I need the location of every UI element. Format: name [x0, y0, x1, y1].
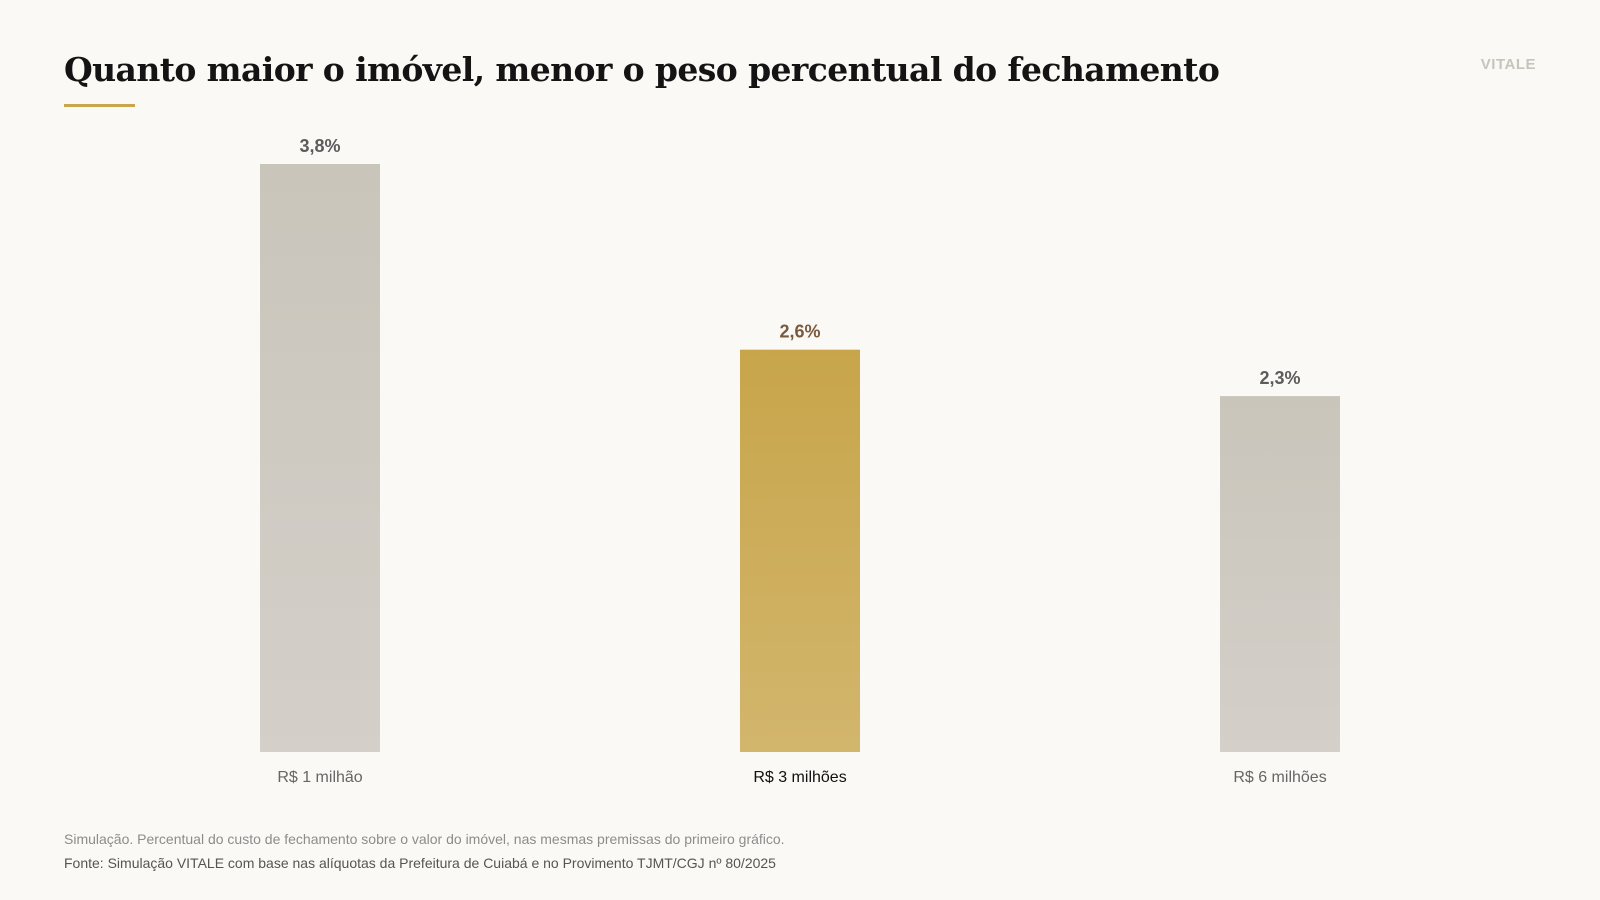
category-label: R$ 3 milhões — [753, 769, 846, 786]
bar-chart: 3,8% R$ 1 milhão 2,6% R$ 3 milhões 2,3% R$ 6 … — [260, 136, 1340, 786]
title-underline — [64, 104, 135, 107]
chart-note: Simulação. Percentual do custo de fecham… — [64, 831, 785, 847]
chart-title: Quanto maior o imóvel, menor o peso perc… — [64, 50, 1220, 89]
brand-logo: VITALE — [1480, 56, 1536, 73]
category-label: R$ 1 milhão — [277, 769, 362, 786]
bar-value-label: 3,8% — [299, 136, 340, 156]
bar-2 — [740, 349, 860, 752]
bar-1 — [260, 164, 380, 752]
category-label: R$ 6 milhões — [1233, 769, 1326, 786]
chart-source: Fonte: Simulação VITALE com base nas alí… — [64, 855, 776, 871]
bar-value-label: 2,3% — [1259, 368, 1300, 388]
bars-layer: 3,8% R$ 1 milhão 2,6% R$ 3 milhões 2,3% R$ 6 … — [260, 136, 1340, 786]
bar-3 — [1220, 396, 1340, 752]
bar-value-label: 2,6% — [779, 322, 820, 342]
